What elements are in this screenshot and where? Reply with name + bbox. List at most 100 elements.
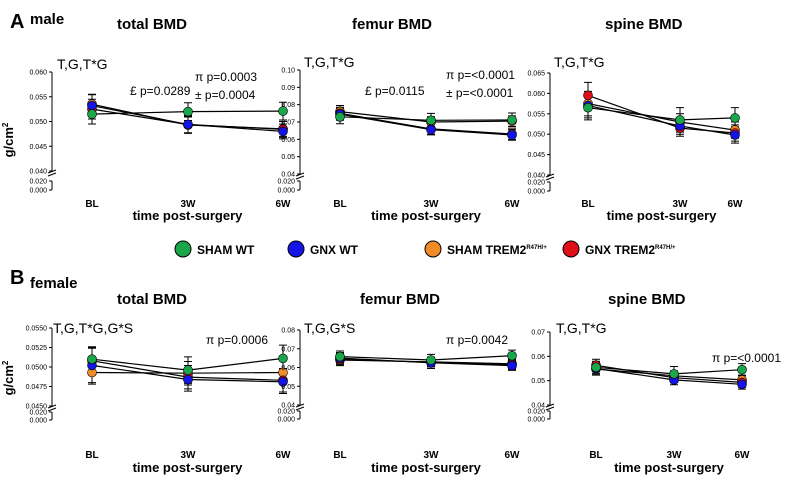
chart-1: total BMD T,G,T*G £ p=0.0289 π p=0.0003 ± p=…: [1, 16, 291, 223]
data-point: [507, 350, 517, 361]
y-tick-label: 0.050: [527, 132, 545, 139]
legend-item-sham-trem2: SHAM TREM2R47H/+: [424, 240, 547, 258]
chart-stats-label: T,G,G*S: [304, 320, 355, 336]
legend-item-gnx-trem2: GNX TREM2R47H/+: [562, 240, 676, 258]
legend-label-gnx-wt: GNX WT: [310, 243, 359, 257]
data-point: [507, 130, 517, 140]
y-tick-label: 0.000: [277, 417, 295, 424]
chart-stats-label: T,G,T*G: [554, 54, 605, 70]
y-axis-label-main: g/cm: [1, 127, 16, 157]
data-point: [183, 106, 193, 117]
chart-annotation: ± p=0.0004: [195, 88, 256, 102]
y-tick-label: 0.050: [29, 119, 47, 126]
y-tick-label: 0.000: [527, 417, 545, 424]
panel-letter-a: A: [10, 11, 24, 33]
y-axis-label: g/cm2: [1, 360, 16, 395]
y-tick-label: 0.020: [29, 410, 47, 417]
legend-label-gnx-trem2-main: GNX TREM2: [585, 243, 655, 257]
data-point: [87, 354, 97, 365]
data-point: [278, 376, 288, 387]
y-tick-label: 0.000: [29, 188, 47, 195]
series-line: [339, 112, 513, 135]
x-tick-label: 6W: [276, 199, 292, 210]
data-point: [278, 353, 288, 364]
y-tick-label: 0.0450: [26, 404, 48, 411]
data-point: [183, 119, 193, 130]
y-tick-label: 0.04: [531, 403, 545, 410]
chart-title: femur BMD: [360, 291, 440, 308]
x-tick-label: 6W: [505, 199, 521, 210]
y-axis-label-sup: 2: [1, 360, 10, 365]
chart-stats-label: T,G,T*G: [57, 56, 108, 72]
chart-3: spine BMD T,G,T*G 0.040 0.045 0.050 0.055 0.06…: [527, 16, 743, 223]
legend-label-sham-wt: SHAM WT: [197, 243, 255, 257]
y-tick-label: 0.09: [281, 85, 295, 92]
y-tick-label: 0.020: [277, 179, 295, 186]
y-tick-label: 0.000: [29, 418, 47, 425]
y-tick-label: 0.04: [281, 403, 295, 410]
data-point: [183, 365, 193, 375]
chart-title: spine BMD: [605, 16, 683, 33]
x-tick-label: 3W: [673, 199, 689, 210]
charts-layer: total BMD T,G,T*G £ p=0.0289 π p=0.0003 ± p=…: [1, 16, 781, 475]
chart-annotation: ± p=<0.0001: [446, 86, 514, 100]
x-axis-label: time post-surgery: [607, 208, 718, 223]
x-tick-label: BL: [581, 199, 594, 210]
x-tick-label: BL: [333, 450, 346, 461]
legend-label-sham-trem2-main: SHAM TREM2: [447, 243, 527, 257]
x-axis-label: time post-surgery: [371, 208, 482, 223]
data-point: [583, 90, 593, 101]
y-tick-label: 0.020: [527, 409, 545, 416]
y-tick-label: 0.040: [29, 169, 47, 176]
chart-annotation: π p=0.0006: [206, 333, 268, 347]
x-tick-label: 3W: [424, 199, 440, 210]
x-tick-label: 6W: [735, 450, 751, 461]
chart-stats-label: T,G,T*G,G*S: [53, 320, 133, 336]
data-point: [278, 106, 288, 116]
x-tick-label: 6W: [505, 450, 521, 461]
x-tick-label: 6W: [728, 199, 744, 210]
y-tick-label: 0.045: [29, 144, 47, 151]
data-point: [335, 112, 345, 122]
data-point: [426, 124, 436, 135]
y-axis-label-main: g/cm: [1, 365, 16, 395]
legend-item-gnx-wt: GNX WT: [287, 240, 359, 258]
y-tick-label: 0.06: [531, 354, 545, 361]
legend-marker-gnx-wt: [287, 240, 305, 258]
legend-label-gnx-trem2-sup: R47H/+: [655, 245, 676, 251]
data-point: [737, 379, 747, 390]
y-tick-label: 0.055: [527, 111, 545, 118]
legend: SHAM WT GNX WT SHAM TREM2R47H/+ GNX TREM…: [174, 240, 676, 258]
y-tick-label: 0.060: [29, 70, 47, 77]
y-axis-label: g/cm2: [1, 122, 16, 157]
data-point: [675, 115, 685, 125]
y-tick-label: 0.07: [281, 120, 295, 127]
x-axis-label: time post-surgery: [133, 208, 244, 223]
y-tick-label: 0.0525: [26, 345, 48, 352]
chart-title: total BMD: [117, 291, 187, 308]
data-point: [669, 369, 679, 379]
y-tick-label: 0.07: [281, 346, 295, 353]
legend-marker-gnx-trem2: [562, 240, 580, 258]
y-tick-label: 0.000: [277, 188, 295, 195]
chart-5: femur BMD T,G,G*S π p=0.0042 0.04 0.05 0.06 0.…: [277, 291, 520, 475]
y-tick-label: 0.08: [281, 102, 295, 109]
legend-label-sham-trem2: SHAM TREM2R47H/+: [447, 243, 547, 257]
data-point: [507, 115, 517, 125]
y-tick-label: 0.000: [527, 189, 545, 196]
y-tick-label: 0.020: [29, 179, 47, 186]
x-tick-label: BL: [333, 199, 346, 210]
y-tick-label: 0.06: [281, 137, 295, 144]
legend-marker-sham-wt: [174, 240, 192, 258]
data-point: [591, 362, 601, 373]
chart-title: femur BMD: [352, 16, 432, 33]
chart-title: total BMD: [117, 16, 187, 33]
panel-letter-b: B: [10, 267, 24, 289]
x-tick-label: 3W: [667, 450, 683, 461]
y-tick-label: 0.055: [29, 94, 47, 101]
y-tick-label: 0.020: [277, 409, 295, 416]
chart-annotation: π p=0.0042: [446, 333, 508, 347]
y-tick-label: 0.060: [527, 91, 545, 98]
data-point: [730, 113, 740, 123]
